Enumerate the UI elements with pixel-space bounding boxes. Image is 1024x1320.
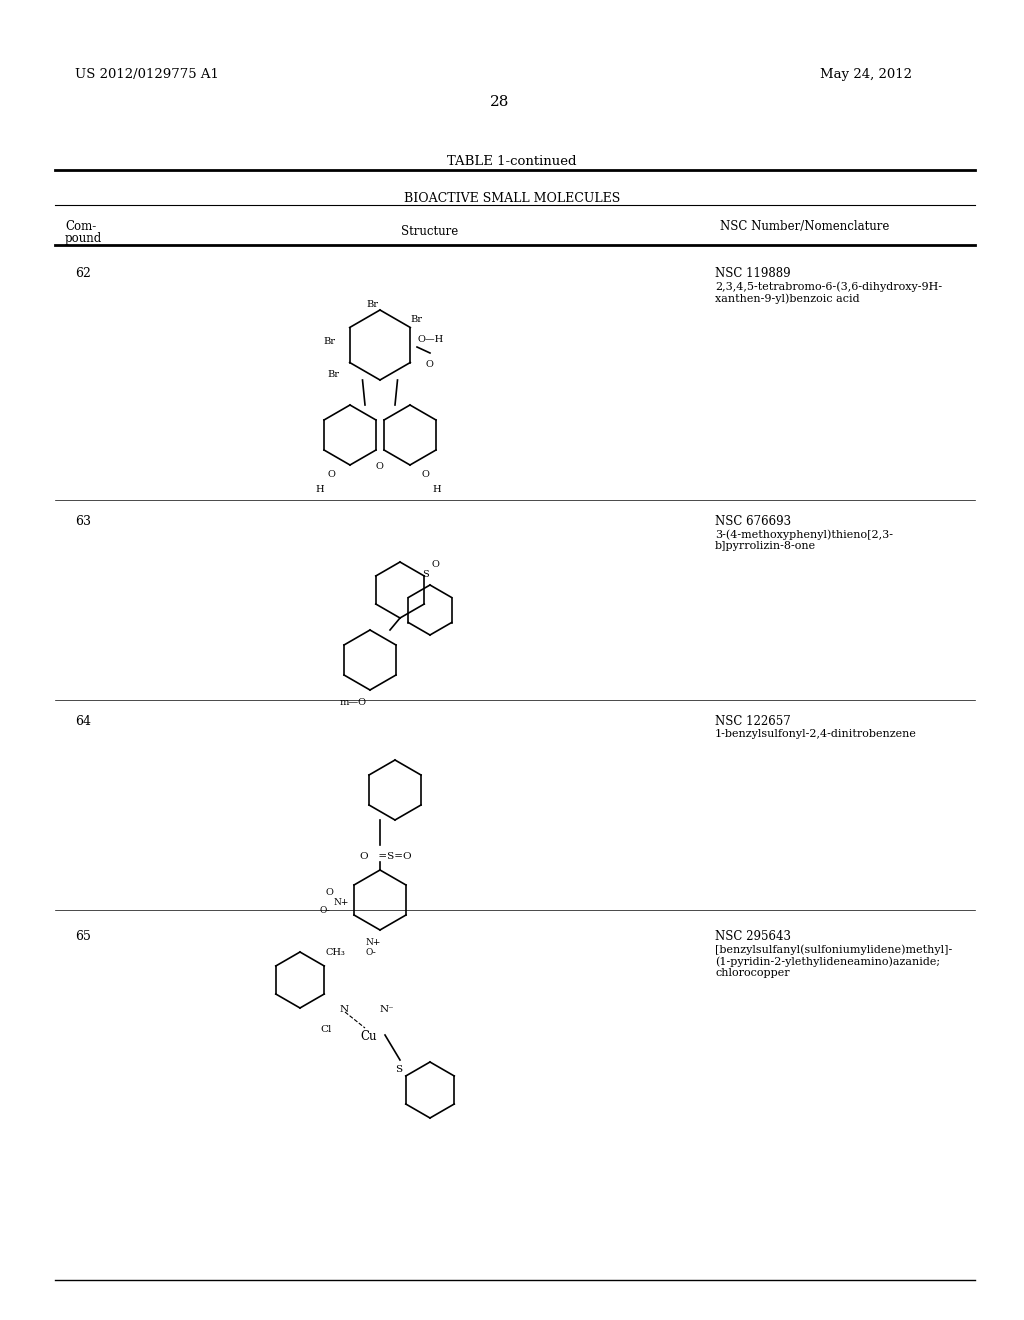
Text: Cu: Cu (360, 1030, 377, 1043)
Text: 63: 63 (75, 515, 91, 528)
Text: TABLE 1-continued: TABLE 1-continued (447, 154, 577, 168)
Text: O: O (375, 462, 383, 471)
Text: Br: Br (410, 315, 422, 323)
Text: 62: 62 (75, 267, 91, 280)
Text: NSC 676693: NSC 676693 (715, 515, 792, 528)
Text: xanthen-9-yl)benzoic acid: xanthen-9-yl)benzoic acid (715, 293, 859, 304)
Text: N⁻: N⁻ (380, 1005, 394, 1014)
Text: NSC 122657: NSC 122657 (715, 715, 791, 729)
Text: O   =S=O: O =S=O (360, 851, 412, 861)
Text: US 2012/0129775 A1: US 2012/0129775 A1 (75, 69, 219, 81)
Text: CH₃: CH₃ (325, 948, 345, 957)
Text: Br: Br (366, 300, 378, 309)
Text: (1-pyridin-2-ylethylideneamino)azanide;: (1-pyridin-2-ylethylideneamino)azanide; (715, 956, 940, 966)
Text: Cl: Cl (319, 1026, 332, 1034)
Text: S: S (422, 570, 429, 579)
Text: chlorocopper: chlorocopper (715, 968, 790, 978)
Text: 64: 64 (75, 715, 91, 729)
Text: b]pyrrolizin-8-one: b]pyrrolizin-8-one (715, 541, 816, 550)
Text: O: O (422, 470, 430, 479)
Text: pound: pound (65, 232, 102, 246)
Text: 2,3,4,5-tetrabromo-6-(3,6-dihydroxy-9H-: 2,3,4,5-tetrabromo-6-(3,6-dihydroxy-9H- (715, 281, 942, 292)
Text: Br: Br (323, 337, 335, 346)
Text: O—H: O—H (417, 335, 443, 345)
Text: N+: N+ (365, 939, 380, 946)
Text: NSC 295643: NSC 295643 (715, 931, 791, 942)
Text: O-: O- (365, 948, 376, 957)
Text: S: S (395, 1065, 402, 1074)
Text: N+: N+ (333, 898, 348, 907)
Text: NSC 119889: NSC 119889 (715, 267, 791, 280)
Text: 1-benzylsulfonyl-2,4-dinitrobenzene: 1-benzylsulfonyl-2,4-dinitrobenzene (715, 729, 916, 739)
Text: 28: 28 (490, 95, 510, 110)
Text: N: N (340, 1005, 349, 1014)
Text: H: H (315, 484, 324, 494)
Text: 3-(4-methoxyphenyl)thieno[2,3-: 3-(4-methoxyphenyl)thieno[2,3- (715, 529, 893, 540)
Text: O: O (325, 888, 333, 898)
Text: [benzylsulfanyl(sulfoniumylidene)methyl]-: [benzylsulfanyl(sulfoniumylidene)methyl]… (715, 944, 952, 954)
Text: O: O (425, 360, 433, 370)
Text: BIOACTIVE SMALL MOLECULES: BIOACTIVE SMALL MOLECULES (403, 191, 621, 205)
Text: m—O: m—O (340, 698, 367, 708)
Text: O-: O- (319, 906, 331, 915)
Text: H: H (432, 484, 440, 494)
Text: Com-: Com- (65, 220, 96, 234)
Text: Structure: Structure (401, 224, 459, 238)
Text: O: O (432, 560, 440, 569)
Text: 65: 65 (75, 931, 91, 942)
Text: Br: Br (327, 370, 339, 379)
Text: O: O (328, 470, 336, 479)
Text: May 24, 2012: May 24, 2012 (820, 69, 912, 81)
Text: NSC Number/Nomenclature: NSC Number/Nomenclature (720, 220, 890, 234)
